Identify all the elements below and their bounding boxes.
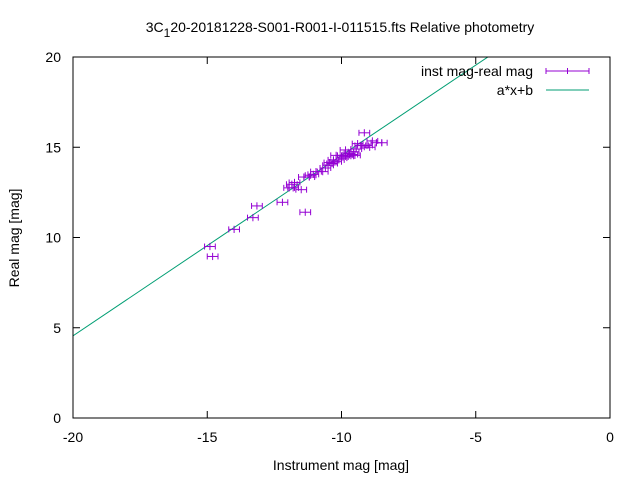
x-axis: -20 -15 -10 -5 0: [63, 57, 614, 445]
data-point: [349, 151, 361, 159]
fit-line: [73, 57, 489, 337]
chart-title: 3C120-20181228-S001-R001-I-011515.fts Re…: [146, 19, 535, 40]
legend-label-data: inst mag-real mag: [421, 63, 533, 79]
data-point: [358, 129, 371, 137]
data-point: [251, 202, 263, 210]
x-tick-label: 0: [606, 429, 614, 445]
data-point: [363, 143, 376, 151]
data-point: [247, 214, 259, 222]
data-point: [299, 208, 312, 216]
data-point: [276, 198, 289, 206]
y-tick-label: 0: [53, 410, 61, 426]
data-point: [316, 168, 329, 176]
legend-swatch-data: [545, 68, 590, 74]
x-tick-label: -15: [197, 429, 217, 445]
plot-area: [73, 57, 489, 337]
y-axis: 0 5 10 15 20: [45, 49, 610, 426]
y-tick-label: 20: [45, 49, 61, 65]
data-point: [228, 225, 240, 233]
data-point: [375, 139, 388, 147]
data-point: [288, 178, 301, 187]
legend-label-fit: a*x+b: [497, 82, 533, 98]
y-tick-label: 15: [45, 139, 61, 155]
y-tick-label: 5: [53, 320, 61, 336]
x-tick-label: -5: [470, 429, 483, 445]
data-point: [295, 186, 308, 194]
legend-item-data: inst mag-real mag: [421, 63, 590, 79]
x-axis-label: Instrument mag [mag]: [273, 457, 409, 473]
x-tick-label: -10: [331, 429, 351, 445]
plot-frame: [72, 56, 611, 419]
data-point: [204, 242, 216, 251]
data-point: [206, 252, 219, 261]
legend: inst mag-real mag a*x+b: [421, 63, 590, 98]
legend-item-fit: a*x+b: [497, 82, 589, 98]
y-tick-label: 10: [45, 230, 61, 246]
data-point: [347, 148, 360, 156]
y-axis-label: Real mag [mag]: [6, 189, 22, 288]
x-tick-label: -20: [63, 429, 83, 445]
